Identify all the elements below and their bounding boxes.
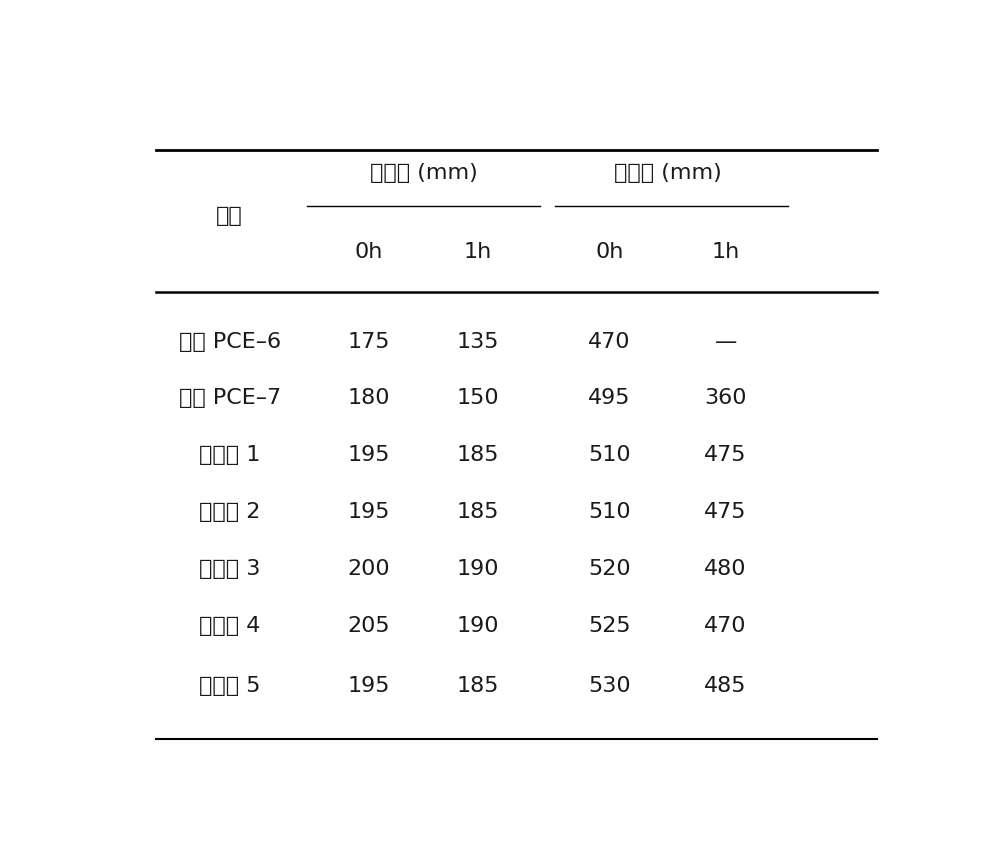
Text: 市售 PCE–6: 市售 PCE–6 [179, 332, 281, 352]
Text: 185: 185 [456, 502, 499, 522]
Text: 360: 360 [704, 388, 747, 408]
Text: 1h: 1h [464, 243, 492, 262]
Text: 1h: 1h [712, 243, 740, 262]
Text: 510: 510 [588, 502, 631, 522]
Text: 0h: 0h [355, 243, 383, 262]
Text: 150: 150 [456, 388, 499, 408]
Text: —: — [714, 332, 737, 352]
Text: 190: 190 [456, 559, 499, 580]
Text: 实施例 1: 实施例 1 [199, 445, 260, 465]
Text: 180: 180 [348, 388, 390, 408]
Text: 扩展度 (mm): 扩展度 (mm) [614, 163, 721, 182]
Text: 实施例 2: 实施例 2 [199, 502, 260, 522]
Text: 480: 480 [704, 559, 747, 580]
Text: 510: 510 [588, 445, 631, 465]
Text: 470: 470 [588, 332, 631, 352]
Text: 530: 530 [588, 676, 631, 696]
Text: 坭落度 (mm): 坭落度 (mm) [370, 163, 477, 182]
Text: 475: 475 [704, 445, 747, 465]
Text: 520: 520 [588, 559, 631, 580]
Text: 200: 200 [348, 559, 390, 580]
Text: 475: 475 [704, 502, 747, 522]
Text: 525: 525 [588, 617, 631, 636]
Text: 135: 135 [456, 332, 499, 352]
Text: 470: 470 [704, 617, 747, 636]
Text: 实施例 4: 实施例 4 [199, 617, 260, 636]
Text: 样品: 样品 [216, 206, 243, 226]
Text: 495: 495 [588, 388, 631, 408]
Text: 195: 195 [348, 502, 390, 522]
Text: 485: 485 [704, 676, 747, 696]
Text: 185: 185 [456, 445, 499, 465]
Text: 190: 190 [456, 617, 499, 636]
Text: 175: 175 [348, 332, 390, 352]
Text: 195: 195 [348, 445, 390, 465]
Text: 实施例 5: 实施例 5 [199, 676, 260, 696]
Text: 实施例 3: 实施例 3 [199, 559, 260, 580]
Text: 205: 205 [348, 617, 390, 636]
Text: 市售 PCE–7: 市售 PCE–7 [179, 388, 281, 408]
Text: 195: 195 [348, 676, 390, 696]
Text: 185: 185 [456, 676, 499, 696]
Text: 0h: 0h [595, 243, 624, 262]
